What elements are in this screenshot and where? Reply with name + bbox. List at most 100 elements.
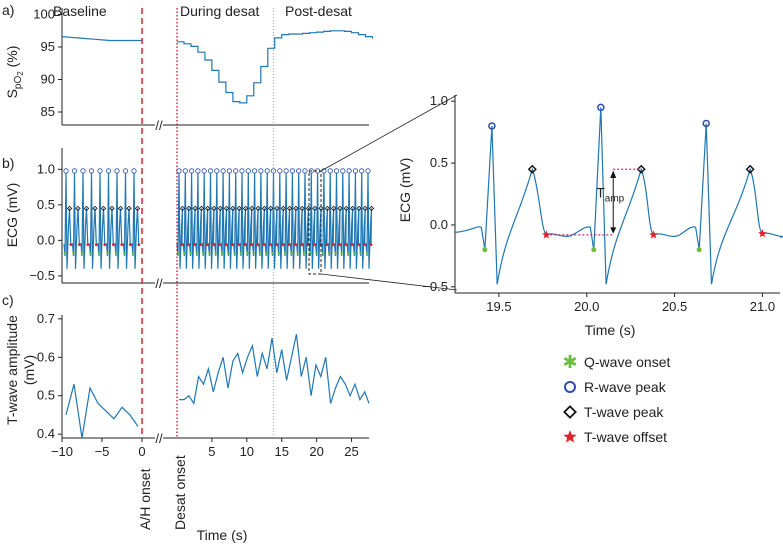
panel-b-after-r-peak-marker: [264, 168, 270, 174]
panel-b-after-q-onset-marker: [302, 251, 306, 255]
panel-b-after-t-offset-marker: [268, 243, 272, 247]
panel-b-after-t-peak-marker: [198, 205, 205, 212]
panel-a-axis-break: //: [155, 118, 163, 133]
zoom-t-offset-marker: [758, 229, 767, 238]
panel-b-after-r-peak-marker: [207, 168, 214, 174]
panel-b-after-t-peak-marker: [356, 205, 362, 212]
panel-b-ytick-label: −0.5: [29, 268, 55, 283]
panel-a-ytick-label: 100: [33, 7, 55, 22]
panel-c-axis-break: //: [155, 431, 163, 446]
panel-b-after-q-onset-marker: [189, 251, 192, 255]
panel-c-xtick-label: 20: [309, 444, 323, 459]
panel-c-series-after: [179, 334, 370, 406]
zoom-xtick-label: 19.5: [486, 299, 511, 314]
panel-a-label: a): [2, 2, 14, 18]
panel-b-baseline-t-offset-marker: [77, 243, 81, 247]
panel-a-ytick-label: 85: [41, 104, 55, 119]
panel-b-after-q-onset-marker: [290, 251, 293, 255]
panel-b-after-t-offset-marker: [331, 243, 335, 247]
panel-b-baseline-t-offset-marker: [103, 243, 107, 247]
panel-b-after-q-onset-marker: [233, 251, 236, 255]
tamp-label: Tamp: [596, 185, 624, 205]
panel-b-baseline-t-offset-marker: [137, 243, 141, 247]
panel-b-baseline-r-peak-marker: [63, 168, 69, 174]
panel-c-xtick-label: 0: [138, 444, 145, 459]
panel-b-after-q-onset-marker: [183, 251, 186, 255]
panel-b-after-t-offset-marker: [300, 243, 304, 247]
panel-b-after-t-offset-marker: [369, 243, 373, 247]
panel-b-after-t-offset-marker: [249, 243, 253, 247]
panel-b-baseline-r-peak-marker: [122, 168, 129, 174]
panel-b-after-q-onset-marker: [346, 251, 350, 255]
panel-b-baseline-t-peak-marker: [109, 205, 115, 212]
panel-b-after-t-offset-marker: [294, 243, 297, 247]
panel-b-after-q-onset-marker: [227, 251, 230, 255]
panel-b-after-t-peak-marker: [305, 205, 312, 212]
panel-b-after-q-onset-marker: [277, 251, 281, 255]
panel-b-after-q-onset-marker: [271, 251, 274, 255]
tamp-label-sub: amp: [605, 194, 625, 205]
baseline-label: Baseline: [53, 3, 107, 19]
panel-b-after-t-peak-marker: [349, 205, 356, 212]
panel-b-after-t-offset-marker: [281, 243, 285, 247]
panel-b-baseline-q-onset-marker: [97, 251, 101, 255]
panel-b-after-r-peak-marker: [333, 168, 340, 174]
zoom-box: [308, 170, 322, 275]
panel-b-after-t-peak-marker: [217, 205, 223, 212]
panel-c-xtick-label: −5: [95, 444, 110, 459]
panel-b-baseline-t-peak-marker: [66, 205, 73, 212]
panel-b-baseline-t-offset-marker: [120, 243, 124, 247]
panel-b-after-t-peak-marker: [255, 205, 261, 212]
panel-b-baseline-t-offset-marker: [111, 243, 115, 247]
panel-b-after-t-peak-marker: [312, 205, 318, 212]
panel-b-after-r-peak-marker: [346, 168, 352, 174]
panel-c-ytick-label: 0.7: [37, 311, 55, 326]
panel-b-after-r-peak-marker: [359, 168, 365, 174]
panel-b-after-t-peak-marker: [343, 205, 349, 212]
panel-b-after-t-peak-marker: [186, 205, 192, 212]
zoom-xtick-label: 21.0: [750, 299, 775, 314]
panel-b-after-t-offset-marker: [218, 243, 222, 247]
panel-b-after-t-offset-marker: [243, 243, 247, 247]
panel-b-after-r-peak-marker: [277, 168, 283, 174]
panel-b-after-q-onset-marker: [214, 251, 218, 255]
panel-b-after-q-onset-marker: [296, 251, 300, 255]
zoom-ytick-label: −0.5: [422, 279, 448, 294]
panel-b-after-t-peak-marker: [280, 205, 286, 212]
panel-b-ytick-label: 0.5: [37, 197, 55, 212]
panel-b-after-r-peak-marker: [296, 168, 302, 174]
panel-b-after-t-peak-marker: [261, 205, 268, 212]
panel-b-after-q-onset-marker: [365, 251, 369, 255]
panel-b-after-t-peak-marker: [211, 205, 217, 212]
panel-b-after-t-peak-marker: [318, 205, 324, 212]
panel-b-after-r-peak-marker: [195, 168, 201, 174]
panel-b-after-q-onset-marker: [327, 251, 331, 255]
panel-b-after-t-peak-marker: [179, 205, 186, 212]
zoom-r-peak-marker: [488, 122, 496, 130]
panel-b-axis-break: //: [155, 276, 163, 291]
panel-b-after-q-onset-marker: [321, 251, 325, 255]
panel-a-series-after: [177, 30, 374, 104]
zoom-t-offset-marker: [542, 230, 551, 239]
panel-b-after-r-peak-marker: [302, 168, 308, 174]
panel-b-after-q-onset-marker: [220, 251, 224, 255]
panel-a-ylabel-sub: pO: [13, 76, 24, 90]
panel-b-baseline-r-peak-marker: [131, 168, 137, 174]
panel-b-after-t-offset-marker: [205, 243, 209, 247]
zoom-ytick-label: 1.0: [430, 93, 448, 108]
zoom-xlabel: Time (s): [585, 322, 636, 338]
panel-b-after-t-peak-marker: [324, 205, 331, 212]
panel-b-after-t-peak-marker: [192, 205, 198, 212]
panel-b-after-t-peak-marker: [230, 205, 236, 212]
panel-b-after-t-peak-marker: [331, 205, 337, 212]
panel-b-after-t-offset-marker: [186, 243, 190, 247]
panel-b-after-t-offset-marker: [275, 243, 278, 247]
zoom-xtick-label: 20.0: [574, 299, 599, 314]
panel-b-after-t-peak-marker: [299, 205, 305, 212]
panel-b-after-t-offset-marker: [237, 243, 241, 247]
zoom-connector-top: [320, 94, 458, 172]
panel-b-after-t-offset-marker: [325, 243, 329, 247]
panel-b-baseline-q-onset-marker: [80, 251, 84, 255]
panel-b-baseline-t-offset-marker: [86, 243, 90, 247]
